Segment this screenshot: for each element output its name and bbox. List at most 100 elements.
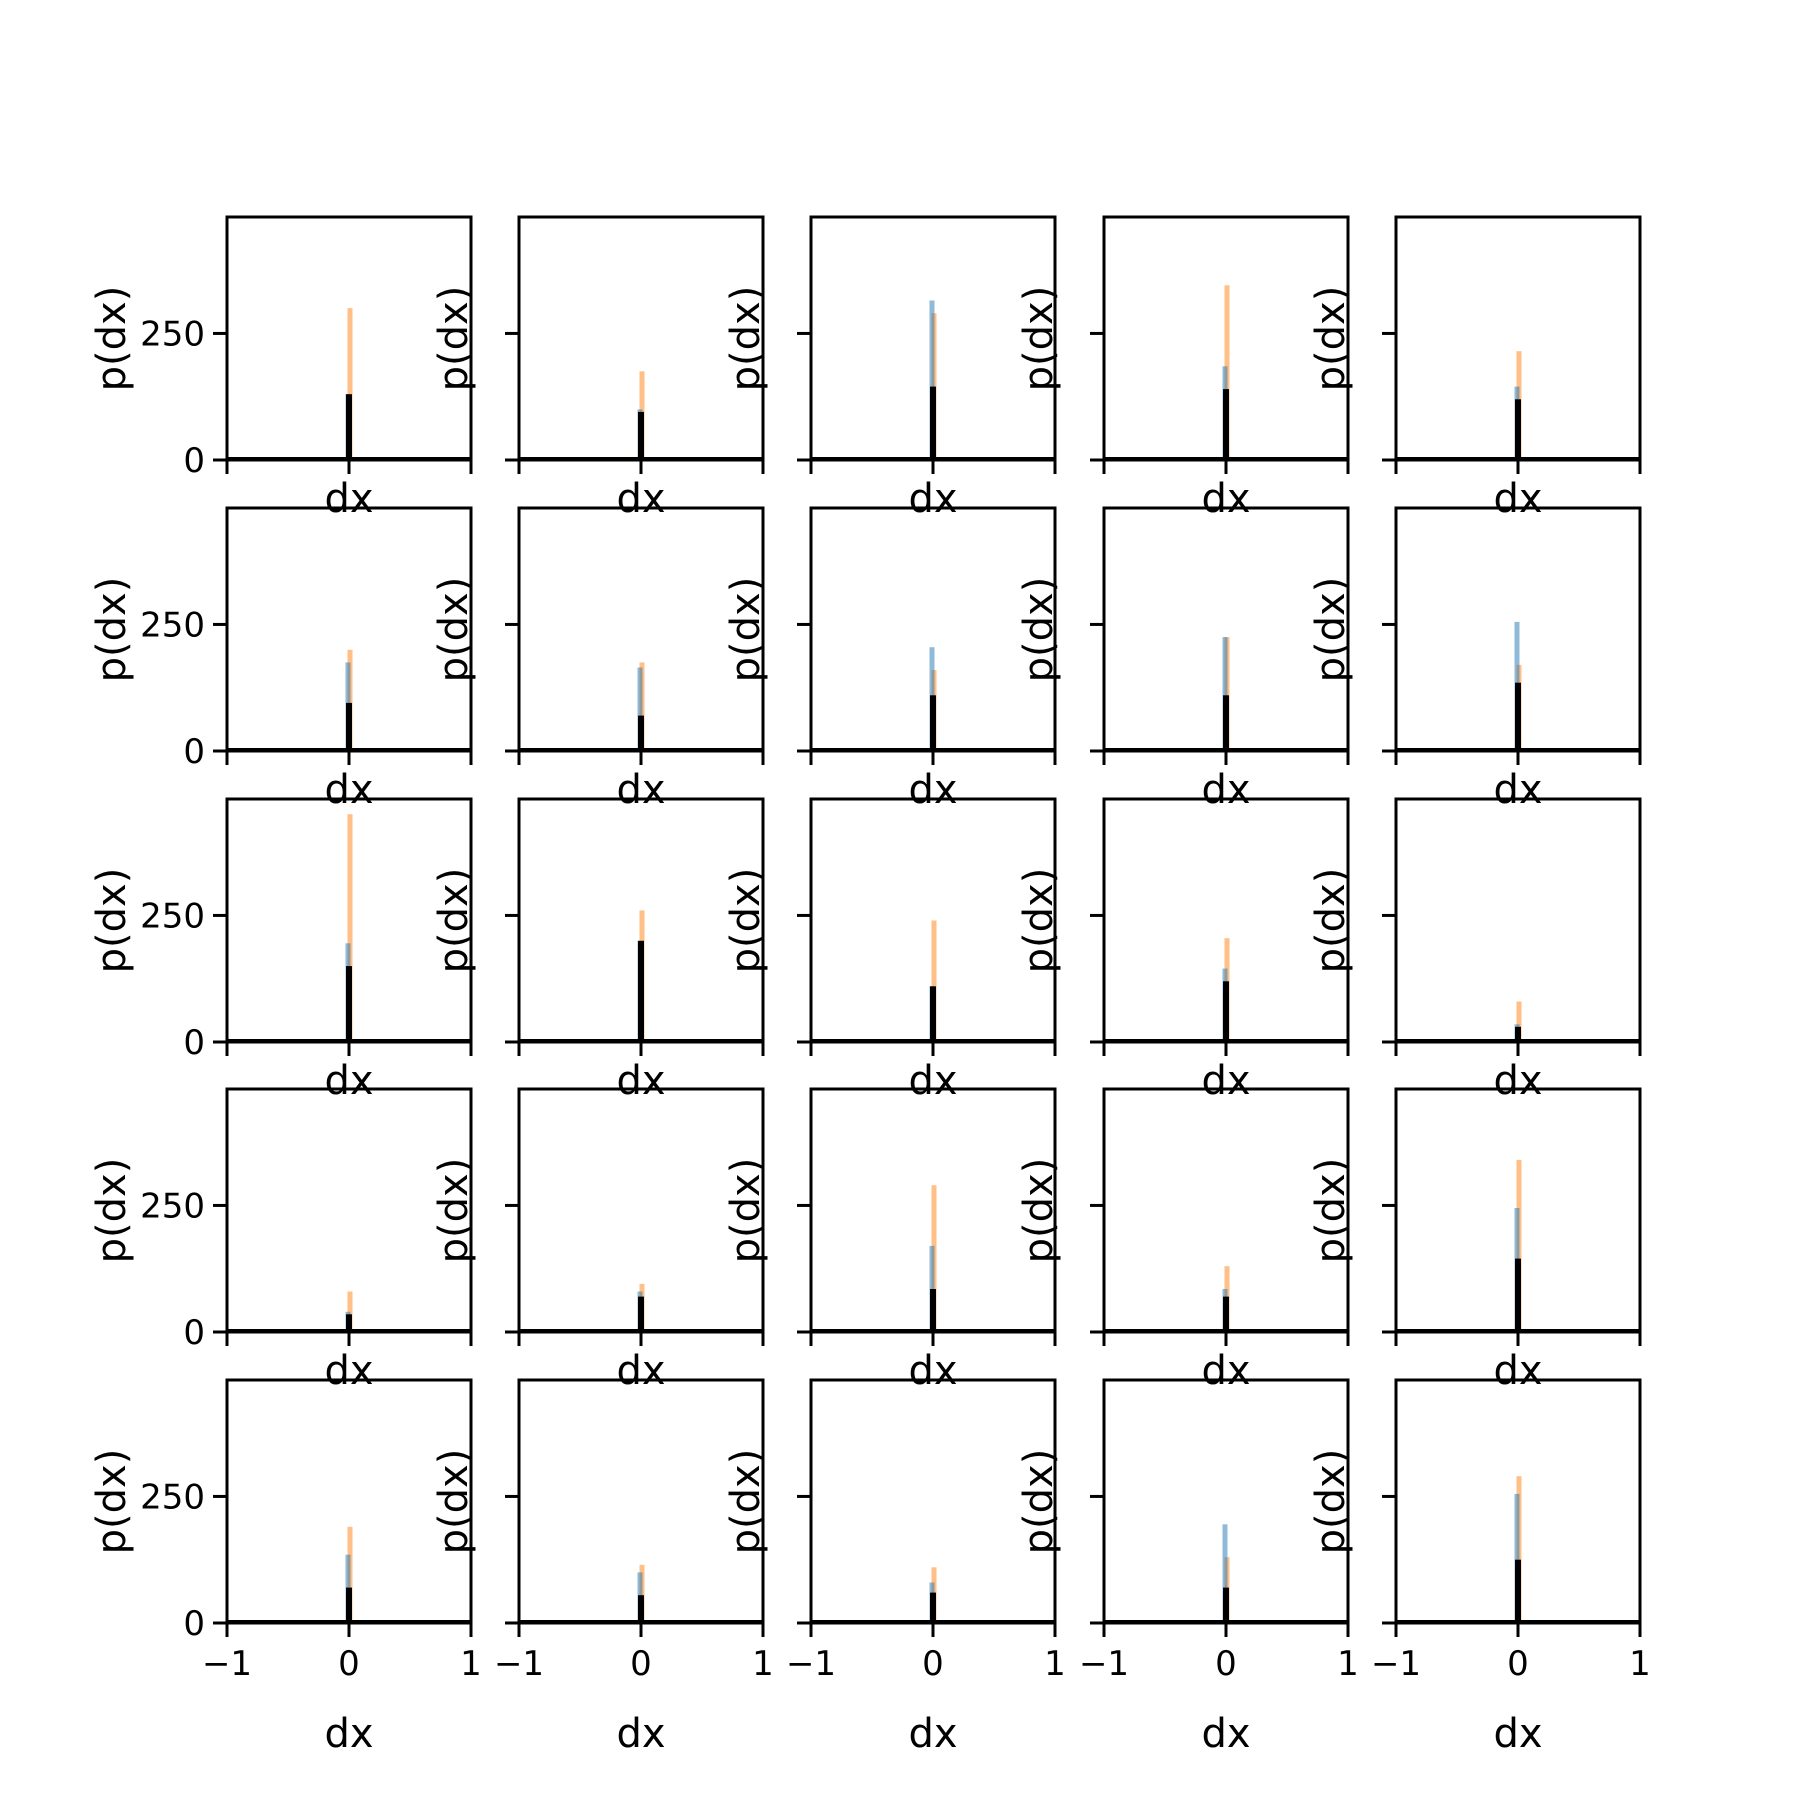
bar-black: [638, 715, 644, 751]
subplot-1-2: dx p(dx): [431, 215, 765, 522]
bar-blue: [1514, 1493, 1520, 1623]
x-axis-label: dx: [1201, 476, 1250, 522]
bar-black: [638, 411, 644, 460]
bar-black: [1515, 682, 1521, 751]
subplot-5-3: −1 0 1 dx p(dx): [723, 1378, 1066, 1757]
y-axis-label: p(dx): [723, 868, 769, 974]
x-tick-label: −1: [202, 1644, 252, 1684]
y-tick-label: 250: [140, 896, 205, 936]
y-axis-label: p(dx): [1308, 286, 1354, 392]
subplot-3-3: dx p(dx): [723, 797, 1057, 1104]
x-axis-label: dx: [324, 1348, 373, 1394]
x-axis-label: dx: [616, 1348, 665, 1394]
y-axis-label: p(dx): [431, 1449, 477, 1555]
subplot-2-3: dx p(dx): [723, 506, 1057, 813]
bar-black: [638, 940, 644, 1043]
subplot-5-4: −1 0 1 dx p(dx): [1016, 1378, 1359, 1757]
x-axis-label: dx: [1201, 1348, 1250, 1394]
bar-black: [930, 695, 936, 751]
x-axis-label: dx: [908, 1711, 957, 1757]
x-axis-label: dx: [616, 767, 665, 813]
subplot-2-5: dx p(dx): [1308, 506, 1642, 813]
bar-orange: [347, 814, 353, 1042]
y-tick-label: 250: [140, 1186, 205, 1226]
bar-black: [638, 1296, 644, 1332]
y-axis-label: p(dx): [89, 1449, 135, 1555]
y-tick-label: 0: [183, 1604, 205, 1644]
subplot-4-1: 0 250 dx p(dx): [89, 1087, 473, 1394]
y-axis-label: p(dx): [89, 286, 135, 392]
bar-blue: [637, 667, 643, 751]
y-axis-label: p(dx): [1016, 868, 1062, 974]
y-axis-label: p(dx): [431, 1158, 477, 1264]
x-axis-label: dx: [1493, 767, 1542, 813]
y-axis-label: p(dx): [1016, 1449, 1062, 1555]
y-tick-label: 0: [183, 732, 205, 772]
y-axis-label: p(dx): [431, 286, 477, 392]
y-axis-label: p(dx): [1016, 577, 1062, 683]
y-axis-label: p(dx): [431, 577, 477, 683]
x-axis-label: dx: [1201, 1711, 1250, 1757]
subplot-3-4: dx p(dx): [1016, 797, 1350, 1104]
bar-black: [1223, 981, 1229, 1043]
subplot-4-3: dx p(dx): [723, 1087, 1057, 1394]
y-axis-label: p(dx): [89, 868, 135, 974]
bar-black: [346, 702, 352, 751]
subplot-2-4: dx p(dx): [1016, 506, 1350, 813]
x-axis-label: dx: [616, 476, 665, 522]
x-tick-label: 0: [1507, 1644, 1529, 1684]
y-tick-label: 250: [140, 605, 205, 645]
bar-black: [346, 394, 352, 460]
bar-black: [1515, 1026, 1521, 1042]
x-tick-label: −1: [494, 1644, 544, 1684]
y-axis-label: p(dx): [1016, 1158, 1062, 1264]
subplot-1-4: dx p(dx): [1016, 215, 1350, 522]
bar-black: [930, 986, 936, 1042]
subplot-3-1: 0 250 dx p(dx): [89, 797, 473, 1104]
x-tick-label: −1: [1079, 1644, 1129, 1684]
x-axis-label: dx: [1201, 767, 1250, 813]
bar-orange: [1516, 1001, 1522, 1042]
y-tick-label: 250: [140, 314, 205, 354]
y-axis-label: p(dx): [1308, 868, 1354, 974]
x-tick-label: 0: [338, 1644, 360, 1684]
bar-blue: [929, 300, 935, 460]
x-axis-label: dx: [908, 476, 957, 522]
x-axis-label: dx: [908, 767, 957, 813]
x-axis-label: dx: [324, 767, 373, 813]
y-axis-label: p(dx): [723, 577, 769, 683]
subplot-5-5: −1 0 1 dx p(dx): [1308, 1378, 1651, 1757]
bar-blue: [929, 1245, 935, 1332]
bar-blue: [1222, 1524, 1228, 1623]
x-axis-label: dx: [1493, 1058, 1542, 1104]
bar-orange: [347, 308, 353, 460]
subplot-4-2: dx p(dx): [431, 1087, 765, 1394]
y-tick-label: 0: [183, 1023, 205, 1063]
bar-blue: [1222, 637, 1228, 751]
bar-black: [638, 1595, 644, 1623]
bar-black: [930, 1592, 936, 1623]
x-tick-label: 0: [630, 1644, 652, 1684]
bar-black: [1515, 1559, 1521, 1623]
y-axis-label: p(dx): [1308, 1158, 1354, 1264]
y-tick-label: 250: [140, 1477, 205, 1517]
subplot-4-5: dx p(dx): [1308, 1087, 1642, 1394]
subplot-1-1: 0 250 dx p(dx): [89, 215, 473, 522]
x-axis-label: dx: [1201, 1058, 1250, 1104]
y-axis-label: p(dx): [723, 1449, 769, 1555]
subplot-3-5: dx p(dx): [1308, 797, 1642, 1104]
bar-black: [930, 386, 936, 460]
bar-black: [1223, 1587, 1229, 1623]
bar-orange: [347, 1291, 353, 1332]
x-tick-label: 1: [1337, 1644, 1359, 1684]
x-tick-label: −1: [786, 1644, 836, 1684]
x-axis-label: dx: [1493, 1711, 1542, 1757]
x-tick-label: 0: [1215, 1644, 1237, 1684]
bar-black: [346, 1587, 352, 1623]
subplot-2-2: dx p(dx): [431, 506, 765, 813]
x-axis-label: dx: [616, 1711, 665, 1757]
bar-black: [346, 1314, 352, 1332]
y-axis-label: p(dx): [431, 868, 477, 974]
subplot-3-2: dx p(dx): [431, 797, 765, 1104]
